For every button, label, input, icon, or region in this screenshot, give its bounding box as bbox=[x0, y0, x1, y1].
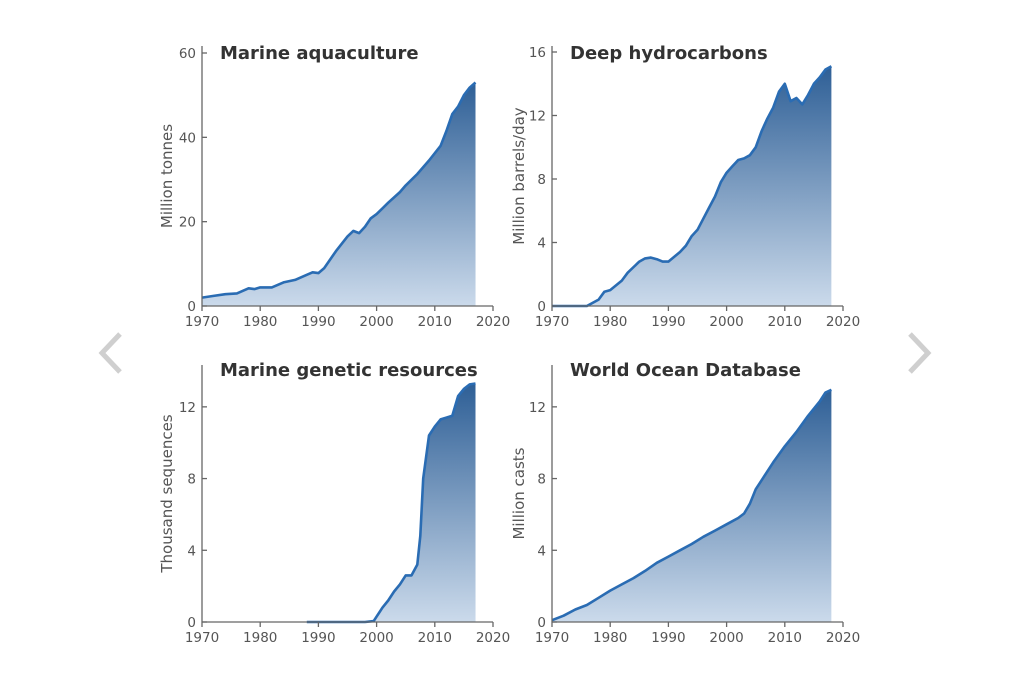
chart-title: World Ocean Database bbox=[570, 360, 801, 381]
y-tick-label: 12 bbox=[529, 400, 546, 416]
y-tick-label: 40 bbox=[179, 130, 196, 146]
x-tick-label: 1990 bbox=[301, 630, 335, 646]
y-tick-label: 4 bbox=[537, 236, 546, 252]
y-tick-label: 20 bbox=[179, 215, 196, 231]
y-axis-label: Thousand sequences bbox=[158, 414, 176, 573]
x-tick-label: 1970 bbox=[185, 630, 219, 646]
y-axis-label: Million tonnes bbox=[158, 124, 176, 228]
x-tick-label: 2010 bbox=[768, 314, 802, 330]
x-tick-label: 2020 bbox=[476, 630, 510, 646]
x-tick-label: 2010 bbox=[418, 314, 452, 330]
x-tick-label: 1990 bbox=[301, 314, 335, 330]
x-tick-label: 2000 bbox=[709, 630, 743, 646]
y-tick-label: 16 bbox=[529, 45, 546, 61]
y-tick-label: 4 bbox=[187, 543, 196, 559]
x-tick-label: 2010 bbox=[418, 630, 452, 646]
chart-title: Marine aquaculture bbox=[220, 43, 419, 64]
y-tick-label: 8 bbox=[187, 472, 196, 488]
x-tick-label: 1970 bbox=[535, 630, 569, 646]
x-tick-label: 1980 bbox=[243, 314, 277, 330]
y-axis-label: Million barrels/day bbox=[510, 107, 528, 244]
x-tick-label: 2020 bbox=[826, 314, 860, 330]
x-tick-label: 1980 bbox=[593, 314, 627, 330]
chart-title: Marine genetic resources bbox=[220, 360, 478, 381]
y-tick-label: 0 bbox=[537, 299, 546, 315]
x-tick-label: 2000 bbox=[359, 314, 393, 330]
chart-title: Deep hydrocarbons bbox=[570, 43, 768, 64]
x-tick-label: 1970 bbox=[535, 314, 569, 330]
next-button[interactable] bbox=[898, 330, 938, 376]
y-tick-label: 12 bbox=[529, 109, 546, 125]
area-fill bbox=[552, 66, 832, 306]
y-tick-label: 4 bbox=[537, 543, 546, 559]
x-tick-label: 1990 bbox=[651, 314, 685, 330]
y-tick-label: 0 bbox=[187, 299, 196, 315]
chevron-left-icon bbox=[98, 332, 122, 374]
area-fill bbox=[552, 389, 832, 622]
x-tick-label: 2020 bbox=[826, 630, 860, 646]
x-tick-label: 1980 bbox=[243, 630, 277, 646]
y-axis-label: Million casts bbox=[510, 447, 528, 539]
x-tick-label: 1980 bbox=[593, 630, 627, 646]
y-tick-label: 12 bbox=[179, 400, 196, 416]
series-line bbox=[552, 65, 833, 308]
series-line bbox=[551, 388, 832, 622]
chevron-right-icon bbox=[908, 332, 932, 374]
previous-button[interactable] bbox=[92, 330, 132, 376]
x-tick-label: 1990 bbox=[651, 630, 685, 646]
y-tick-label: 60 bbox=[179, 46, 196, 62]
x-tick-label: 2020 bbox=[476, 314, 510, 330]
x-tick-label: 1970 bbox=[185, 314, 219, 330]
y-tick-label: 8 bbox=[537, 172, 546, 188]
x-tick-label: 2000 bbox=[359, 630, 393, 646]
panel-3: 1970 1980 1990 2000 2010 2020 0 4 8 12 Marine gene… bbox=[158, 360, 510, 646]
x-tick-label: 2000 bbox=[709, 314, 743, 330]
y-tick-label: 0 bbox=[187, 615, 196, 631]
panel-2: 1970 1980 1990 2000 2010 2020 0 4 8 12 16 Deep hydr… bbox=[510, 43, 860, 330]
panel-1: 1970 1980 1990 2000 2010 2020 0 20 40 60 Marine aq… bbox=[158, 43, 510, 330]
panel-4: 1970 1980 1990 2000 2010 2020 0 4 8 12 World Ocean… bbox=[510, 360, 860, 646]
series-line bbox=[306, 382, 476, 624]
area-fill bbox=[202, 82, 476, 306]
series-line bbox=[201, 81, 477, 299]
x-tick-label: 2010 bbox=[768, 630, 802, 646]
y-tick-label: 8 bbox=[537, 472, 546, 488]
y-tick-label: 0 bbox=[537, 615, 546, 631]
area-fill bbox=[306, 383, 476, 622]
